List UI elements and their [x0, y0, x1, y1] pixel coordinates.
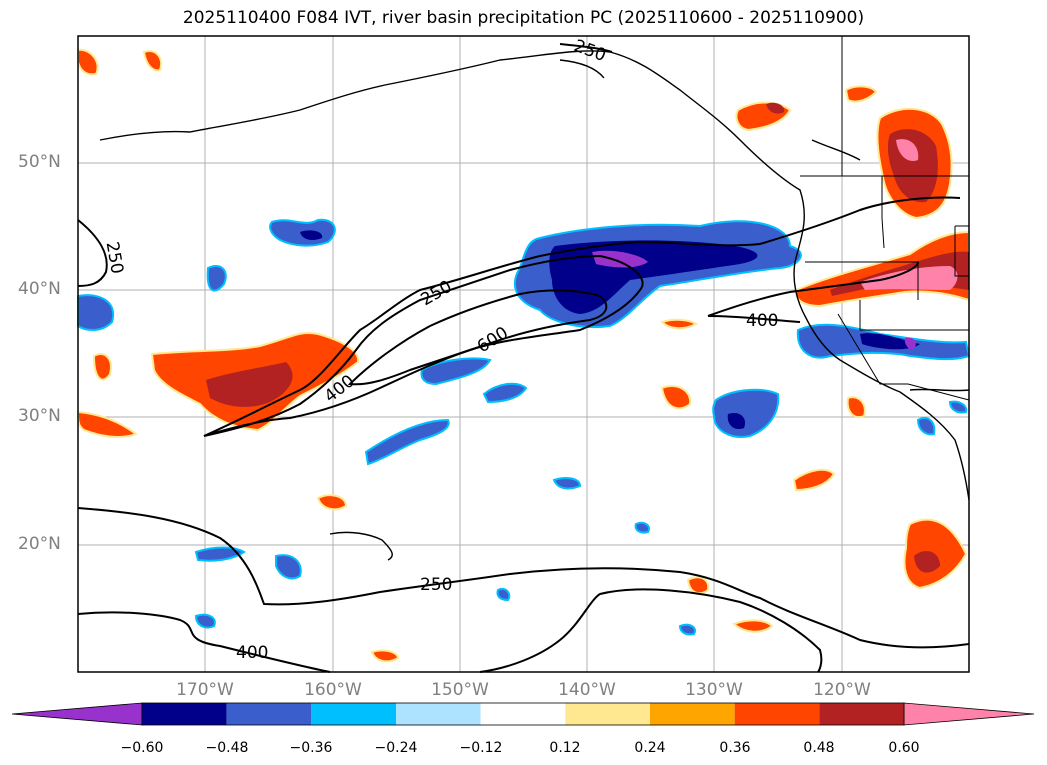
colorbar-outline — [141, 702, 905, 726]
colorbar — [11, 702, 1035, 726]
contour-label-250-south: 250 — [420, 575, 452, 595]
colorbar-bin — [142, 703, 227, 725]
precip-positive-anomalies — [76, 48, 970, 663]
contour-label-400-south: 400 — [236, 643, 268, 663]
lon-label-160w: 160°W — [304, 680, 362, 700]
lon-label-130w: 130°W — [685, 680, 743, 700]
colorbar-tick-label: 0.24 — [634, 740, 666, 756]
colorbar-tick-label: 0.48 — [803, 740, 835, 756]
colorbar-tick-label: 0.60 — [888, 740, 920, 756]
lon-label-170w: 170°W — [176, 680, 234, 700]
political-borders — [800, 36, 970, 401]
lat-label-50n: 50°N — [18, 152, 61, 172]
colorbar-tick-label: −0.36 — [289, 740, 333, 756]
map-panel — [76, 35, 971, 673]
colorbar-bin — [480, 703, 566, 725]
colorbar-extend-high — [903, 702, 1035, 726]
colorbar-tick-label: 0.12 — [549, 740, 581, 756]
lat-label-20n: 20°N — [18, 534, 61, 554]
lat-label-40n: 40°N — [18, 279, 61, 299]
lat-label-30n: 30°N — [18, 406, 61, 426]
map-title: 2025110400 F084 IVT, river basin precipi… — [182, 8, 865, 28]
coastlines — [99, 50, 970, 561]
colorbar-bin — [226, 703, 312, 725]
colorbar-bin — [650, 703, 735, 725]
colorbar-tick-label: −0.24 — [374, 740, 418, 756]
colorbar-tick-label: −0.60 — [120, 740, 164, 756]
colorbar-bin — [311, 703, 396, 725]
ivt-contours — [77, 43, 970, 673]
colorbar-bin — [565, 703, 650, 725]
contour-label-400-east: 400 — [746, 311, 778, 331]
colorbar-bin — [396, 703, 481, 725]
colorbar-tick-label: −0.48 — [205, 740, 249, 756]
colorbar-tick-label: −0.12 — [459, 740, 503, 756]
colorbar-bin — [734, 703, 820, 725]
colorbar-bin — [819, 703, 904, 725]
lon-label-120w: 120°W — [813, 680, 871, 700]
colorbar-tick-label: 0.36 — [719, 740, 751, 756]
lon-label-140w: 140°W — [558, 680, 616, 700]
lon-label-150w: 150°W — [431, 680, 489, 700]
colorbar-extend-low — [11, 702, 143, 726]
